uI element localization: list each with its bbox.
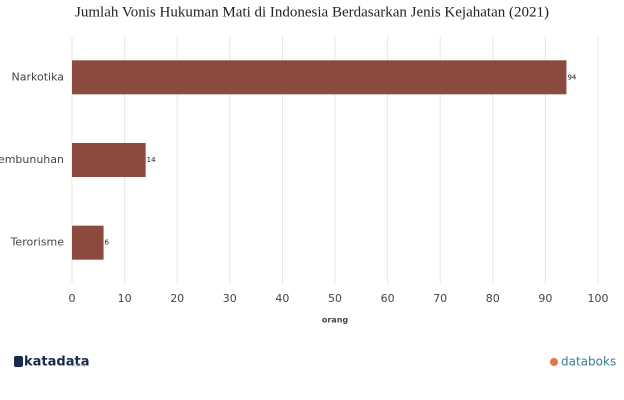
logo-icon <box>14 356 23 367</box>
value-label: 14 <box>147 156 156 164</box>
x-tick-label: 20 <box>170 292 184 305</box>
logo-icon <box>550 358 558 366</box>
x-tick-label: 10 <box>118 292 132 305</box>
value-label: 94 <box>567 73 576 81</box>
x-axis-label: orang <box>322 316 349 325</box>
logo-left: katadata .co.id <box>14 355 89 370</box>
x-tick-label: 80 <box>486 292 500 305</box>
x-tick-label: 90 <box>538 292 552 305</box>
x-tick-label: 40 <box>275 292 289 305</box>
x-tick-label: 70 <box>433 292 447 305</box>
x-tick-label: 50 <box>328 292 342 305</box>
logo-suffix: .co.id <box>72 363 85 369</box>
bar <box>72 60 567 95</box>
y-tick-label: Terorisme <box>10 236 65 249</box>
value-label: 6 <box>105 239 110 247</box>
x-tick-label: 30 <box>223 292 237 305</box>
x-tick-label: 0 <box>69 292 76 305</box>
bar <box>72 225 104 260</box>
logo-text: katadata <box>24 355 89 370</box>
y-tick-label: Pembunuhan <box>0 153 64 166</box>
y-tick-label: Narkotika <box>12 70 65 83</box>
x-tick-label: 100 <box>588 292 609 305</box>
logo-text: databoks <box>561 355 616 369</box>
x-tick-label: 60 <box>381 292 395 305</box>
chart-title: Jumlah Vonis Hukuman Mati di Indonesia B… <box>75 4 549 20</box>
logo-right: databoks <box>550 355 616 369</box>
bar <box>72 143 146 177</box>
